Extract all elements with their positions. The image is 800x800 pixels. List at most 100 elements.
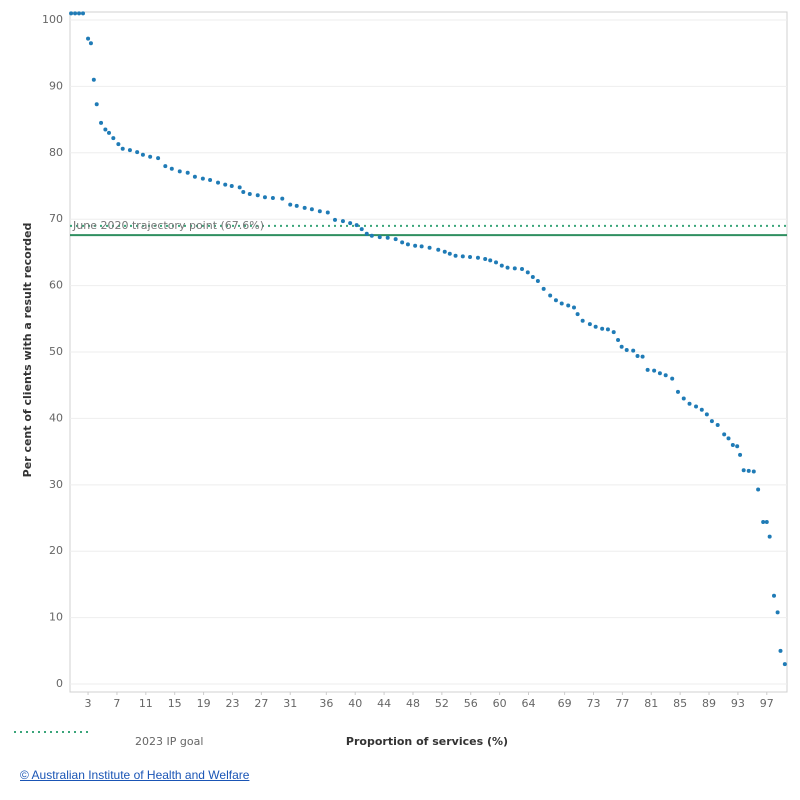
point [575,312,580,317]
point [442,249,447,254]
point [91,77,96,82]
y-tick-label: 60 [49,279,63,292]
point [163,164,168,169]
point [616,338,621,343]
point [354,223,359,228]
point [704,412,709,417]
point [99,120,104,125]
point [652,368,657,373]
point [177,169,182,174]
point [663,373,668,378]
point [600,326,605,331]
point [419,244,424,249]
point [694,404,699,409]
x-tick-label: 93 [731,697,745,710]
point [460,254,465,259]
point [229,183,234,188]
point [624,348,629,353]
x-tick-label: 23 [225,697,239,710]
point [192,174,197,179]
point [553,298,558,303]
point [772,593,777,598]
x-tick-label: 85 [673,697,687,710]
point [746,468,751,473]
point [535,278,540,283]
point [332,217,337,222]
reference-label: June 2020 trajectory point (67.6%) [72,219,264,232]
point [548,293,553,298]
point [530,274,535,279]
point [571,305,576,310]
footer-link[interactable]: © Australian Institute of Health and Wel… [20,768,250,782]
point [699,407,704,412]
point [505,265,510,270]
point [111,136,116,141]
point [413,243,418,248]
point [359,227,364,232]
x-tick-label: 40 [348,697,362,710]
point [681,396,686,401]
x-tick-label: 56 [464,697,478,710]
point [200,176,205,181]
x-tick-label: 69 [558,697,572,710]
y-tick-label: 40 [49,411,63,424]
point [405,242,410,247]
y-tick-label: 80 [49,146,63,159]
y-tick-label: 10 [49,611,63,624]
point [756,487,761,492]
point [208,178,213,183]
x-tick-label: 7 [113,697,120,710]
point [657,371,662,376]
point [377,235,382,240]
point [140,152,145,157]
point [120,146,125,151]
point [255,193,260,198]
x-axis-title: Proportion of services (%) [346,735,508,748]
y-tick-label: 0 [56,677,63,690]
point [468,255,473,260]
point [520,266,525,271]
point [436,247,441,252]
point [280,196,285,201]
point [80,11,85,16]
point [148,154,153,159]
y-tick-label: 50 [49,345,63,358]
x-tick-label: 19 [197,697,211,710]
point [611,330,616,335]
point [453,253,458,258]
x-tick-label: 27 [254,697,268,710]
point [106,130,111,135]
point [325,210,330,215]
point [169,166,174,171]
point [778,648,783,653]
point [512,266,517,271]
point [488,258,493,263]
point [348,221,353,226]
point [247,191,252,196]
point [722,432,727,437]
point [640,354,645,359]
y-tick-label: 20 [49,544,63,557]
x-tick-label: 3 [85,697,92,710]
point [605,327,610,332]
point [738,452,743,457]
point [69,11,74,16]
point [761,520,766,524]
point [775,610,780,615]
point [216,180,221,185]
point [741,468,746,473]
point [751,469,756,474]
x-tick-label: 11 [139,697,153,710]
x-tick-label: 44 [377,697,391,710]
point [735,444,740,449]
chart: Per cent of clients with a result record… [14,11,788,748]
point [135,150,140,155]
point [241,189,246,194]
x-tick-label: 36 [319,697,333,710]
point [670,376,675,381]
point [116,142,121,147]
point [302,205,307,210]
point [767,534,772,539]
point [294,203,299,208]
point [709,419,714,424]
